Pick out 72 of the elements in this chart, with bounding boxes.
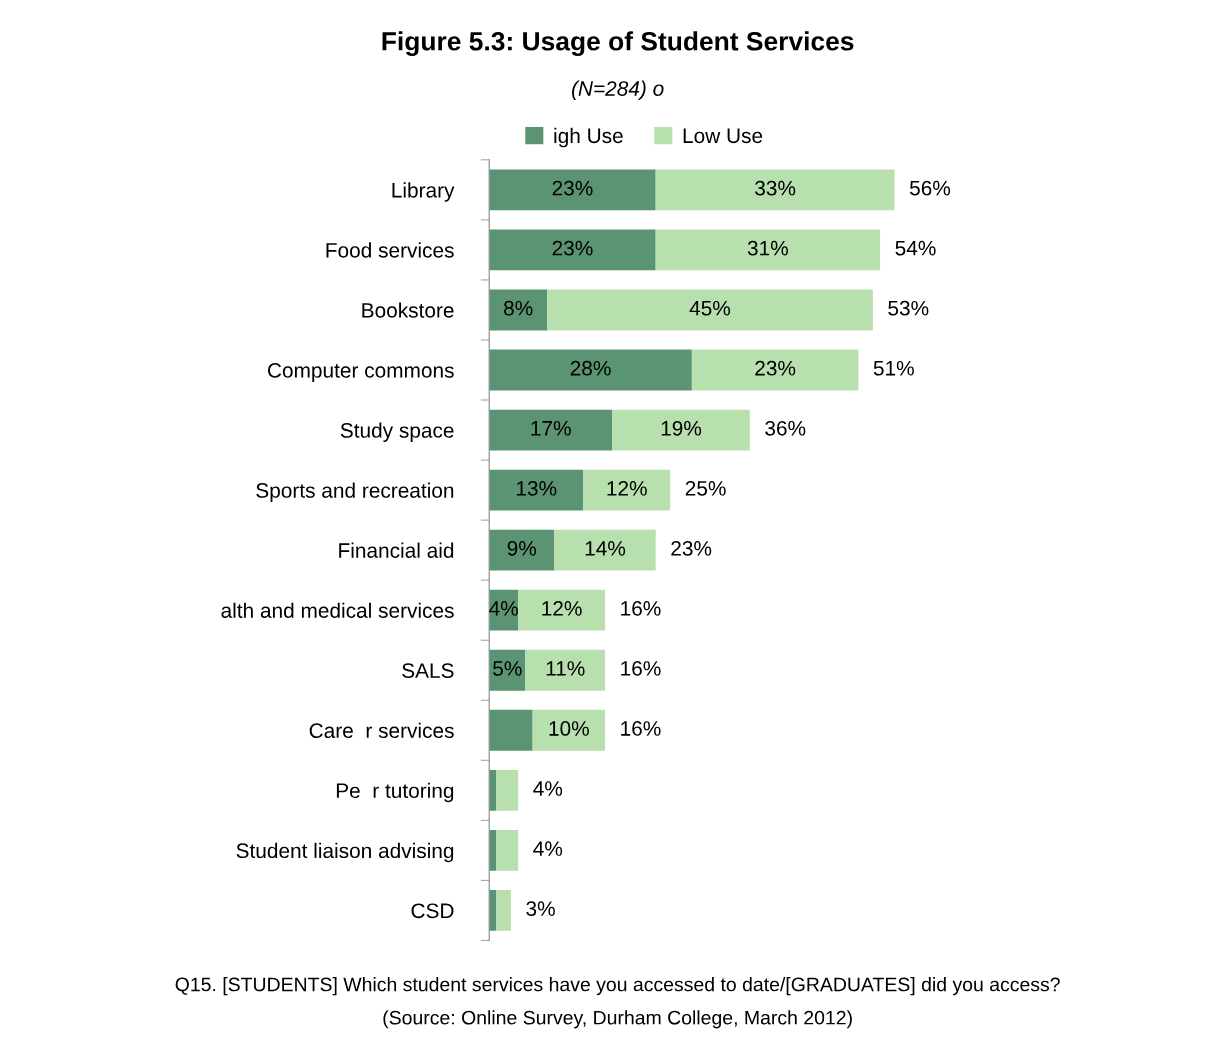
data-label: 17% — [531, 420, 571, 436]
total-label: 25% — [685, 480, 726, 496]
total-label: 23% — [671, 540, 712, 556]
bar — [496, 769, 519, 811]
bar — [496, 889, 511, 931]
data-label: 23% — [755, 360, 796, 376]
total-label: 4% — [533, 781, 563, 796]
total-label: 16% — [621, 601, 661, 616]
bar — [655, 229, 881, 271]
y-tick-label: Pe r tutoring — [336, 782, 454, 803]
bar — [532, 709, 606, 751]
data-label: 33% — [755, 180, 796, 196]
legend-label: Low Use — [683, 128, 763, 144]
chart-title: Figure 5.3: Usage of Student Services — [382, 31, 854, 56]
y-tick-label: Student liaison advising — [236, 842, 454, 863]
data-label: 23% — [552, 240, 593, 256]
bar — [489, 349, 692, 391]
bar — [489, 529, 555, 571]
total-label: 56% — [909, 180, 951, 196]
bar — [489, 229, 656, 271]
bar — [518, 589, 606, 631]
data-label: 19% — [661, 420, 702, 436]
data-label: 11% — [546, 661, 585, 676]
chart-subtitle: (N=284) o — [571, 80, 664, 101]
bar — [525, 649, 606, 691]
bar — [583, 469, 671, 511]
y-tick-label: Care r services — [309, 722, 454, 739]
y-tick-label: Library — [392, 182, 455, 202]
data-label: 45% — [689, 300, 731, 316]
y-tick-label: Food services — [326, 242, 454, 258]
y-tick-label: Study space — [340, 422, 454, 442]
data-label: 28% — [570, 360, 611, 376]
y-tick-label: alth and medical services — [221, 602, 454, 618]
total-label: 16% — [621, 721, 661, 736]
bar — [547, 289, 873, 331]
y-tick-label: Bookstore — [362, 302, 454, 318]
bar — [489, 289, 548, 331]
data-label: 12% — [542, 601, 582, 616]
data-label: 12% — [607, 480, 647, 496]
data-label: 9% — [507, 540, 537, 556]
text: Q15. [STUDENTS] Which student services have you accessed to date/[GRADUATES] did you access? — [175, 977, 1060, 996]
bar — [612, 409, 750, 451]
data-label: 14% — [585, 541, 626, 556]
total-label: 53% — [888, 300, 929, 316]
bar — [489, 409, 613, 451]
bar — [655, 169, 895, 211]
bar — [691, 349, 859, 391]
total-label: 3% — [526, 901, 555, 916]
data-label: 10% — [549, 721, 589, 736]
legend-label: igh Use — [554, 127, 623, 148]
y-tick-label: Sports and recreation — [256, 482, 454, 502]
y-tick-label: SALS — [402, 663, 454, 678]
bar — [489, 709, 533, 751]
data-label: 4% — [489, 601, 518, 616]
text: (Source: Online Survey, Durham College, March 2012) — [383, 1010, 852, 1029]
y-tick-label: Financial aid — [339, 542, 454, 558]
total-label: 36% — [765, 420, 806, 436]
bar — [489, 169, 656, 211]
bar — [554, 529, 656, 571]
total-label: 51% — [873, 360, 914, 376]
data-label: 31% — [747, 240, 788, 256]
bar — [489, 469, 584, 511]
data-label: 23% — [552, 180, 593, 196]
data-label: 8% — [504, 300, 533, 316]
total-label: 16% — [621, 661, 661, 676]
data-label: 13% — [516, 480, 557, 496]
y-tick-label: Computer commons — [267, 363, 454, 382]
data-label: 5% — [493, 661, 522, 676]
y-tick-label: CSD — [411, 903, 454, 919]
total-label: 4% — [533, 841, 563, 856]
total-label: 54% — [895, 240, 936, 256]
bar — [496, 829, 519, 871]
